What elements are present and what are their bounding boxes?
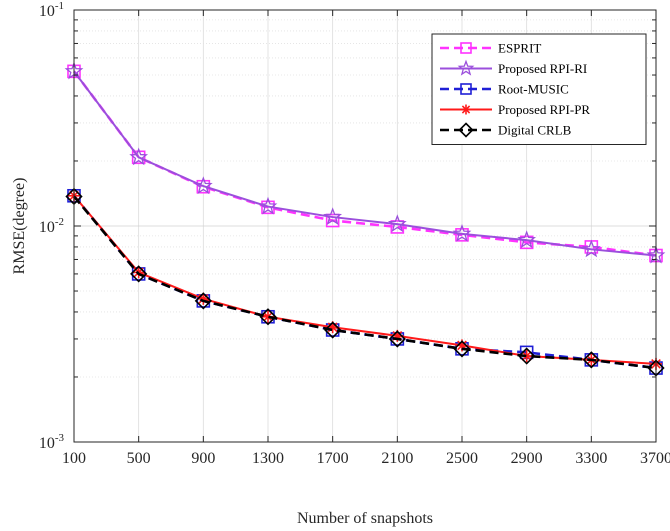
- marker-star: [129, 147, 149, 166]
- marker-diamond: [130, 265, 148, 283]
- x-tick-label: 3300: [575, 450, 607, 467]
- legend-item: Proposed RPI-RI: [440, 59, 587, 76]
- series-proposed-rpi-ri: [64, 61, 666, 264]
- marker-diamond: [194, 292, 212, 310]
- series-line: [73, 70, 657, 257]
- marker-square: [325, 213, 340, 228]
- y-tick-label: 10-1: [39, 0, 64, 20]
- x-tick-label: 900: [191, 450, 215, 467]
- legend: ESPRIT Proposed RPI-RI Root-MUSIC Proposed …: [431, 33, 647, 145]
- legend-item: Proposed RPI-PR: [440, 102, 590, 117]
- marker-square: [519, 235, 534, 250]
- data-point: [194, 292, 212, 310]
- marker-diamond: [324, 321, 342, 339]
- x-tick-label: 1300: [252, 450, 284, 467]
- legend-label: ESPRIT: [498, 41, 541, 56]
- marker-star: [517, 230, 537, 249]
- marker-star: [581, 239, 601, 258]
- x-tick-label: 1700: [317, 450, 349, 467]
- x-axis-label: Number of snapshots: [297, 510, 433, 527]
- data-point: [130, 265, 148, 283]
- data-point: [196, 179, 211, 194]
- marker-star: [193, 176, 213, 195]
- legend-item: Root-MUSIC: [440, 82, 569, 97]
- marker-star: [457, 59, 475, 76]
- marker-square: [460, 42, 472, 54]
- data-point: [193, 176, 213, 195]
- y-tick-label: 10-2: [39, 216, 64, 236]
- data-point: [324, 321, 342, 339]
- marker-star: [323, 207, 343, 226]
- legend-label: Proposed RPI-RI: [498, 61, 587, 76]
- x-tick-label: 500: [127, 450, 151, 467]
- data-point: [387, 214, 407, 233]
- marker-asterisk: [457, 340, 467, 351]
- marker-asterisk: [263, 311, 273, 322]
- y-tick-label: 10-3: [39, 432, 65, 452]
- data-point: [517, 230, 537, 249]
- x-tick-label: 2100: [381, 450, 413, 467]
- marker-star: [452, 223, 472, 242]
- marker-diamond: [458, 122, 474, 138]
- marker-star: [387, 214, 407, 233]
- series-group: [64, 61, 666, 377]
- marker-asterisk: [521, 351, 532, 361]
- axis-ticks: 100 500 900 1300 1700 2100 2500 2900 3300 3700 10-…: [39, 0, 670, 467]
- x-tick-label: 2500: [446, 450, 478, 467]
- data-point: [453, 340, 471, 358]
- marker-star: [258, 196, 278, 215]
- marker-square: [196, 179, 211, 194]
- marker-diamond: [259, 308, 277, 326]
- y-axis-label: RMSE(degree): [11, 178, 28, 275]
- data-point: [518, 347, 536, 365]
- data-point: [452, 223, 472, 242]
- x-tick-label: 100: [62, 450, 86, 467]
- data-point: [259, 308, 277, 326]
- marker-square: [131, 150, 146, 165]
- marker-diamond: [388, 330, 406, 348]
- data-point: [131, 150, 146, 165]
- data-point: [390, 220, 405, 234]
- x-tick-label: 2900: [511, 450, 543, 467]
- marker-asterisk: [461, 105, 471, 114]
- legend-label: Digital CRLB: [498, 123, 572, 138]
- data-point: [582, 351, 600, 369]
- legend-item: Digital CRLB: [440, 122, 572, 138]
- legend-label: Proposed RPI-PR: [498, 102, 590, 117]
- marker-diamond: [453, 340, 471, 358]
- data-point: [323, 207, 343, 226]
- marker-square: [460, 83, 472, 95]
- data-point: [258, 196, 278, 215]
- data-point: [325, 213, 340, 228]
- data-point: [262, 310, 274, 323]
- data-point: [388, 330, 406, 348]
- legend-item: ESPRIT: [440, 41, 541, 56]
- series-line: [73, 195, 657, 365]
- series-digital-crlb: [65, 187, 665, 377]
- data-point: [519, 235, 534, 250]
- marker-diamond: [582, 351, 600, 369]
- legend-label: Root-MUSIC: [498, 82, 569, 97]
- x-tick-label: 3700: [640, 450, 670, 467]
- series-line: [73, 195, 657, 370]
- marker-square: [390, 220, 405, 234]
- data-point: [581, 239, 601, 258]
- marker-diamond: [518, 347, 536, 365]
- data-point: [129, 147, 149, 166]
